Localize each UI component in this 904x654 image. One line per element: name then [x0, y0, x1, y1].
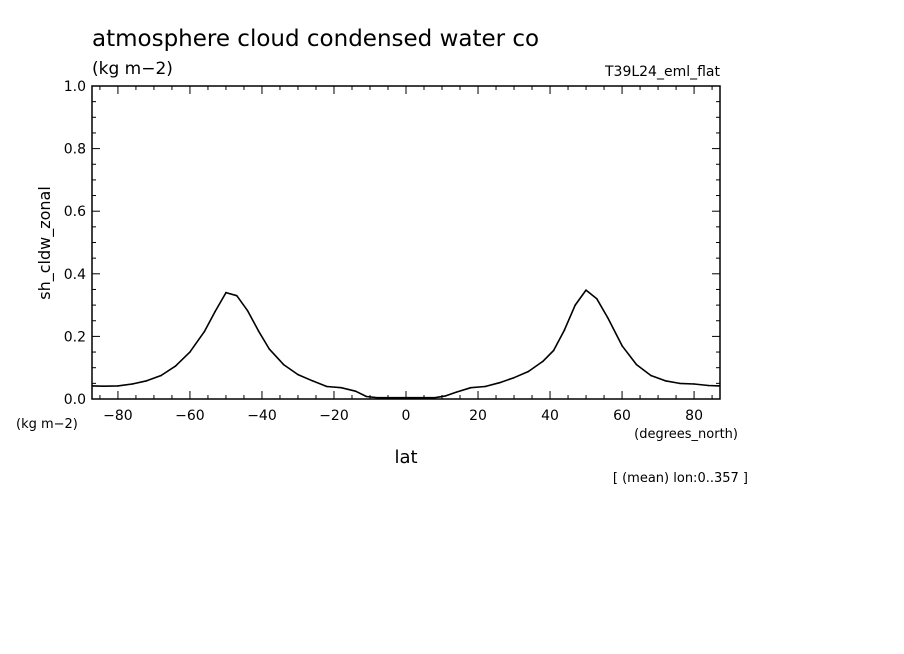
- data-point: [498, 381, 501, 384]
- x-tick-label: 60: [613, 408, 631, 424]
- data-point: [340, 386, 342, 389]
- x-tick-label: −40: [247, 408, 277, 424]
- data-point: [189, 351, 191, 353]
- data-point: [664, 380, 667, 382]
- data-point: [470, 386, 472, 389]
- data-point: [297, 373, 299, 376]
- y-axis-units: (kg m−2): [16, 417, 78, 432]
- x-axis-label: lat: [394, 447, 417, 468]
- data-point: [174, 365, 177, 367]
- data-point: [621, 344, 623, 347]
- data-point: [203, 330, 206, 333]
- data-point: [434, 396, 436, 399]
- data-point: [376, 396, 378, 399]
- data-point: [635, 363, 638, 366]
- x-tick-label: −80: [103, 408, 133, 424]
- data-point: [91, 385, 94, 387]
- y-axis-label: sh_cldw_zonal: [35, 186, 55, 300]
- data-point: [145, 380, 148, 382]
- data-point: [354, 390, 357, 392]
- x-axis-units: (degrees_north): [634, 427, 738, 442]
- data-point: [214, 310, 216, 313]
- x-tick-label: 40: [541, 408, 559, 424]
- y-tick-label: 0.2: [64, 329, 86, 345]
- data-point: [596, 298, 598, 300]
- data-point: [484, 385, 487, 388]
- data-point: [117, 385, 119, 387]
- axis-ticks: [92, 85, 720, 400]
- data-point: [552, 349, 555, 352]
- data-point: [235, 294, 238, 297]
- data-point: [606, 316, 609, 319]
- y-tick-label: 1.0: [64, 79, 86, 95]
- data-point: [513, 376, 515, 379]
- data-point: [257, 329, 260, 332]
- data-point: [365, 395, 368, 398]
- footnote: [ (mean) lon:0..357 ]: [613, 471, 748, 486]
- data-point: [693, 383, 695, 385]
- y-tick-label: 0.6: [64, 204, 86, 220]
- series-points: [91, 289, 721, 399]
- data-point: [246, 309, 249, 312]
- data-point: [455, 391, 458, 393]
- data-point: [574, 304, 577, 306]
- data-point: [650, 374, 652, 377]
- x-tick-label: 0: [402, 408, 411, 424]
- data-point: [405, 396, 407, 399]
- data-point: [311, 380, 314, 382]
- title-units: (kg m−2): [92, 59, 173, 79]
- data-point: [325, 385, 328, 388]
- data-point: [542, 360, 544, 363]
- y-tick-label: 0.8: [64, 142, 86, 158]
- data-point: [225, 291, 227, 294]
- chart-title: atmosphere cloud condensed water co: [92, 26, 539, 52]
- data-point: [102, 385, 105, 387]
- data-point: [268, 348, 270, 350]
- y-tick-labels: 0.0 0.2 0.4 0.6 0.8 1.0: [64, 79, 86, 408]
- x-tick-label: −20: [319, 408, 349, 424]
- y-tick-label: 0.4: [64, 267, 86, 283]
- x-tick-label: 80: [685, 408, 703, 424]
- data-point: [444, 395, 447, 397]
- data-point: [718, 385, 721, 387]
- data-point: [282, 363, 285, 366]
- y-tick-label: 0.0: [64, 392, 86, 408]
- x-tick-label: 20: [469, 408, 487, 424]
- data-point: [131, 383, 134, 385]
- data-point: [160, 374, 162, 377]
- data-point: [563, 329, 566, 331]
- data-point: [585, 289, 587, 291]
- data-point: [419, 396, 422, 399]
- data-point: [678, 382, 681, 385]
- experiment-label: T39L24_eml_flat: [604, 64, 721, 80]
- x-tick-label: −60: [175, 408, 205, 424]
- data-point: [390, 396, 393, 399]
- data-point: [707, 384, 710, 387]
- data-point: [527, 370, 530, 373]
- x-tick-labels: −80 −60 −40 −20 0 20 40 60 80: [103, 408, 703, 424]
